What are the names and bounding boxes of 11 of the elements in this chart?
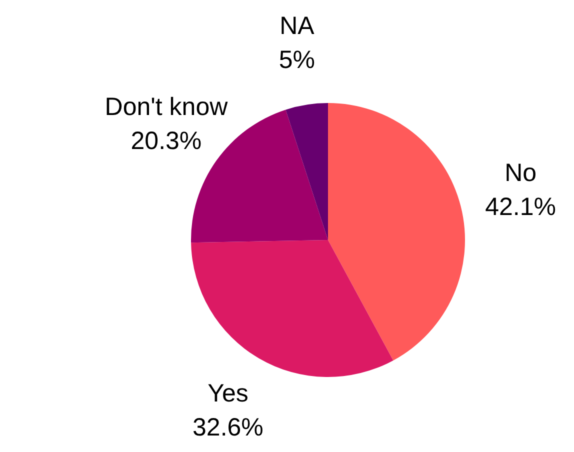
slice-label: NA xyxy=(280,12,315,40)
pie-slice xyxy=(328,103,465,360)
slice-label: Yes xyxy=(208,380,248,408)
data-label: 5% xyxy=(278,46,315,74)
pie-slice xyxy=(191,240,394,377)
data-label: 20.3% xyxy=(130,126,202,155)
data-label: 42.1% xyxy=(485,193,556,222)
pie-slice xyxy=(286,103,328,240)
slice-label: Don't know xyxy=(104,92,229,121)
slice-label: No xyxy=(504,159,537,188)
data-label: 32.6% xyxy=(192,414,264,442)
